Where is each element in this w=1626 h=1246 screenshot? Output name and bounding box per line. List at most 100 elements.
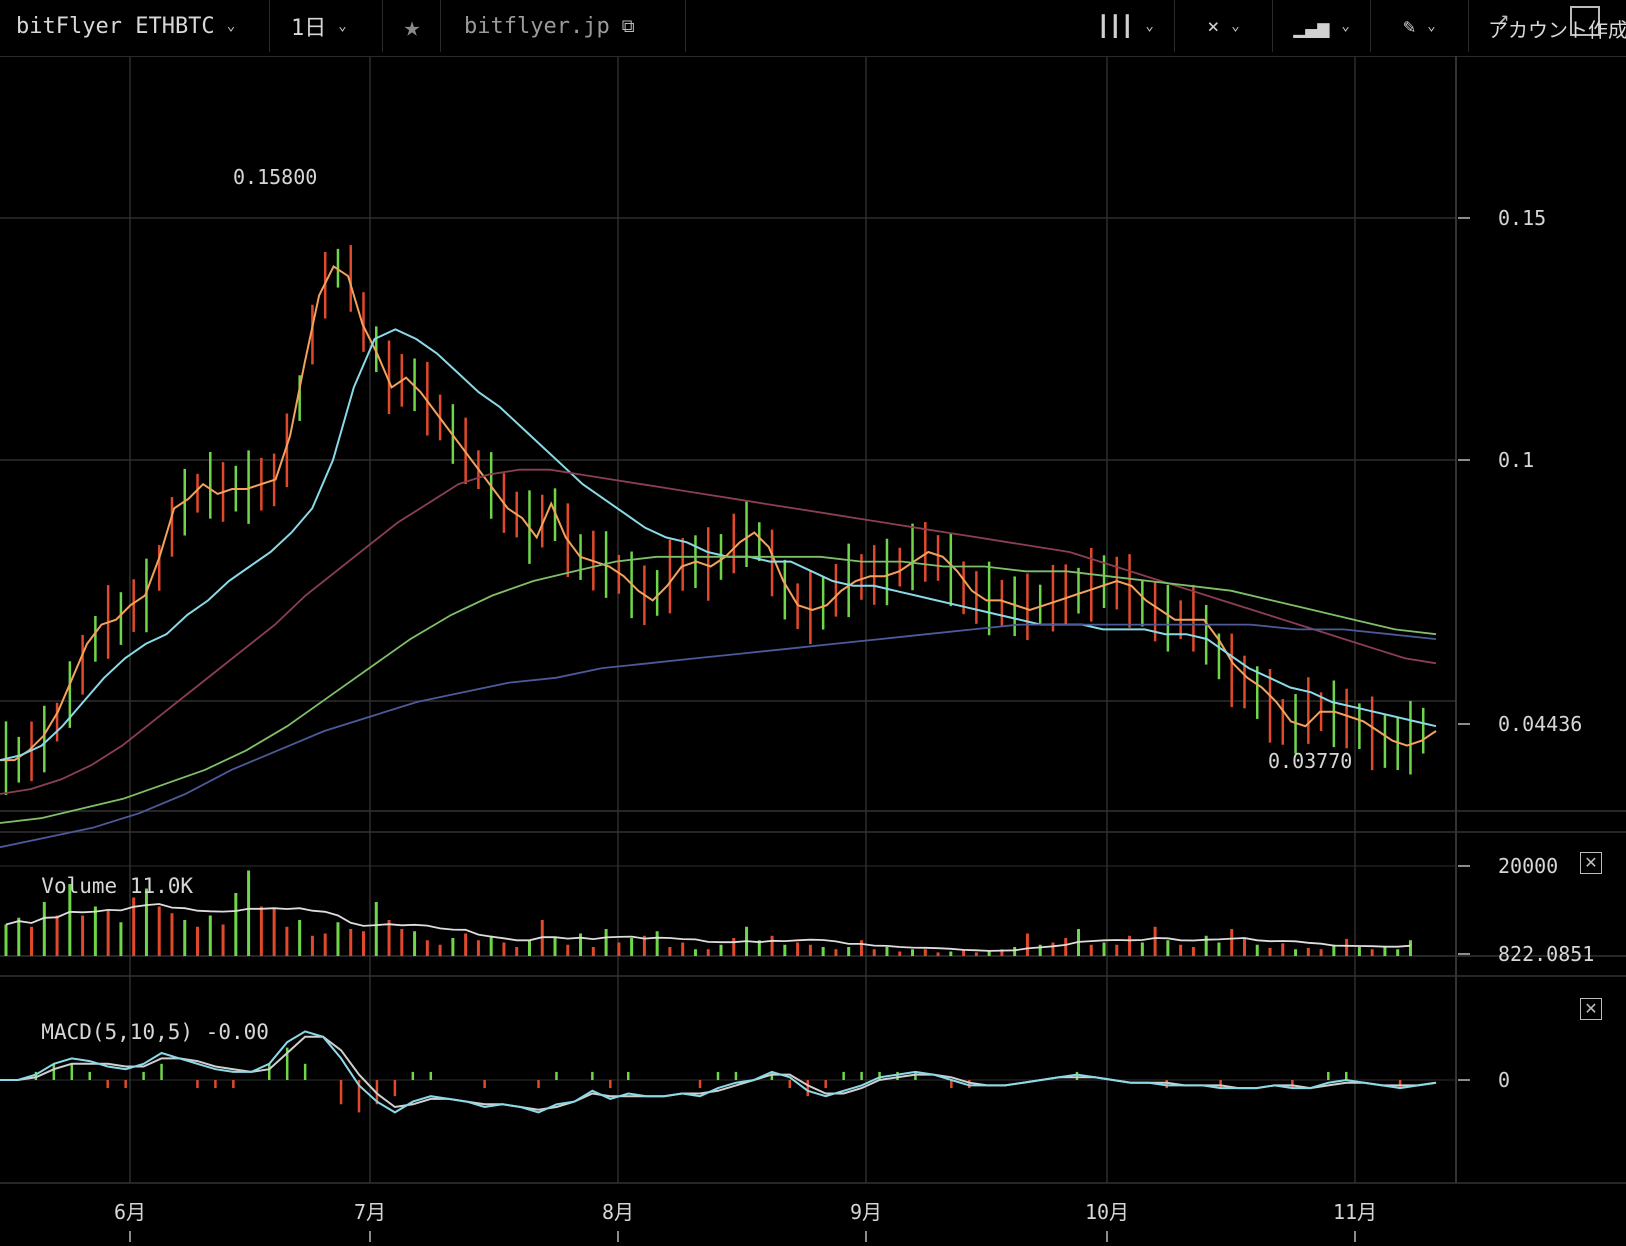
volume-bar <box>706 949 710 956</box>
volume-tick-label: 822.0851 <box>1498 942 1594 966</box>
volume-bar <box>1102 942 1106 956</box>
volume-bar <box>425 940 429 956</box>
volume-bar <box>1000 949 1004 956</box>
volume-bar <box>974 952 978 956</box>
volume-bar <box>834 949 838 956</box>
site-link[interactable]: bitflyer.jp ⧉ <box>441 0 686 52</box>
volume-bar <box>1396 949 1400 956</box>
resolution-selector[interactable]: 1日 ⌄ <box>271 0 383 52</box>
volume-bar <box>42 902 46 956</box>
volume-bar <box>30 926 34 956</box>
volume-bar <box>81 915 85 956</box>
volume-bar <box>1383 947 1387 956</box>
volume-bar <box>719 944 723 956</box>
volume-bar <box>464 933 468 956</box>
volume-bar <box>808 944 812 956</box>
volume-bar <box>170 913 174 956</box>
macd-lines <box>0 1030 1437 1114</box>
indicators-button[interactable]: ⨯ ⌄ <box>1175 0 1273 52</box>
bar-chart-icon: ▁▃▅ <box>1293 14 1330 38</box>
candlestick-icon: ┃┃┃ <box>1097 14 1134 38</box>
volume-bar <box>374 902 378 956</box>
volume-bar <box>1217 942 1221 956</box>
volume-bar <box>259 906 263 956</box>
volume-bar <box>1128 935 1132 956</box>
volume-bar <box>515 947 519 956</box>
volume-bar <box>1306 947 1310 956</box>
volume-ma-line <box>5 903 1411 952</box>
volume-bar <box>1242 938 1246 956</box>
volume-bar <box>630 938 634 956</box>
volume-bar <box>553 938 557 956</box>
volume-legend: Volume 11.0K <box>16 850 193 898</box>
moving-averages <box>0 264 1437 849</box>
volume-bar <box>642 935 646 956</box>
price-axis: 0.15 0.1 0.04436 20000 822.0851 0 6月 7月 8月 9月 10月 1… <box>114 206 1594 1242</box>
volume-bar <box>591 947 595 956</box>
chevron-down-icon: ⌄ <box>1231 18 1240 34</box>
price-candles <box>4 245 1425 795</box>
ma-line <box>0 623 1437 849</box>
date-tick-label: 8月 <box>602 1200 634 1224</box>
volume-bar <box>272 908 276 956</box>
volume-bar <box>668 947 672 956</box>
volume-bar <box>898 951 902 956</box>
chevron-down-icon: ⌄ <box>1341 18 1350 34</box>
screenshot-icon[interactable] <box>1570 6 1600 36</box>
account-create-link[interactable]: アカウント作成 <box>1488 18 1626 42</box>
chart-grid <box>0 56 1626 1184</box>
compare-button[interactable]: ▁▃▅ ⌄ <box>1273 0 1371 52</box>
chart-canvas[interactable]: 0.15 0.1 0.04436 20000 822.0851 0 6月 7月 8月 9月 10月 1… <box>0 56 1626 1246</box>
top-toolbar: bitFlyer ETHBTC ⌄ 1日 ⌄ ★ bitflyer.jp ⧉ ┃… <box>0 0 1626 57</box>
date-tick-label: 6月 <box>114 1200 146 1224</box>
volume-bar <box>221 924 225 956</box>
chart-style-button[interactable]: ┃┃┃ ⌄ <box>1077 0 1175 52</box>
ma-line <box>0 555 1437 824</box>
price-tick-label: 0.1 <box>1498 448 1534 472</box>
volume-bar <box>157 906 161 956</box>
volume-bar <box>1064 938 1068 956</box>
volume-bar <box>732 938 736 956</box>
volume-bar <box>579 933 583 956</box>
volume-bar <box>1051 942 1055 956</box>
volume-bar <box>438 944 442 956</box>
volume-legend-value: 11.0K <box>129 874 194 898</box>
expand-icon[interactable]: ↗ <box>1496 6 1510 31</box>
volume-bar <box>310 935 314 956</box>
favorite-star-icon[interactable]: ★ <box>384 0 441 52</box>
volume-bar <box>847 947 851 956</box>
macd-legend-label: MACD(5,10,5) <box>41 1020 194 1044</box>
date-tick-label: 11月 <box>1333 1200 1377 1224</box>
volume-bar <box>604 929 608 956</box>
volume-bar <box>757 940 761 956</box>
volume-bar <box>234 893 238 956</box>
date-tick-label: 7月 <box>354 1200 386 1224</box>
symbol-selector[interactable]: bitFlyer ETHBTC ⌄ <box>0 0 270 52</box>
chevron-down-icon: ⌄ <box>1427 18 1436 34</box>
price-tick-label: 0.04436 <box>1498 712 1582 736</box>
volume-bar <box>323 933 327 956</box>
symbol-label: bitFlyer ETHBTC <box>16 13 215 39</box>
macd-legend: MACD(5,10,5) -0.00 <box>16 996 269 1044</box>
volume-bar <box>1319 949 1323 956</box>
volume-bar <box>1230 929 1234 956</box>
volume-bar <box>1345 938 1349 956</box>
volume-bar <box>413 931 417 956</box>
volume-bar <box>872 949 876 956</box>
volume-bar <box>1294 949 1298 956</box>
volume-bar <box>1191 947 1195 956</box>
volume-bar <box>655 931 659 956</box>
ma-line <box>0 468 1437 795</box>
volume-bar <box>1357 947 1361 956</box>
indicators-icon: ⨯ <box>1207 14 1220 38</box>
close-macd-pane-icon[interactable]: ✕ <box>1580 998 1602 1020</box>
close-volume-pane-icon[interactable]: ✕ <box>1580 852 1602 874</box>
volume-bar <box>451 938 455 956</box>
volume-bar <box>693 949 697 956</box>
drawing-tools-button[interactable]: ✎ ⌄ <box>1371 0 1469 52</box>
volume-bar <box>1115 944 1119 956</box>
volume-bar <box>489 935 493 956</box>
volume-bar <box>566 944 570 956</box>
macd-legend-value: -0.00 <box>205 1020 269 1044</box>
volume-bar <box>55 915 59 956</box>
